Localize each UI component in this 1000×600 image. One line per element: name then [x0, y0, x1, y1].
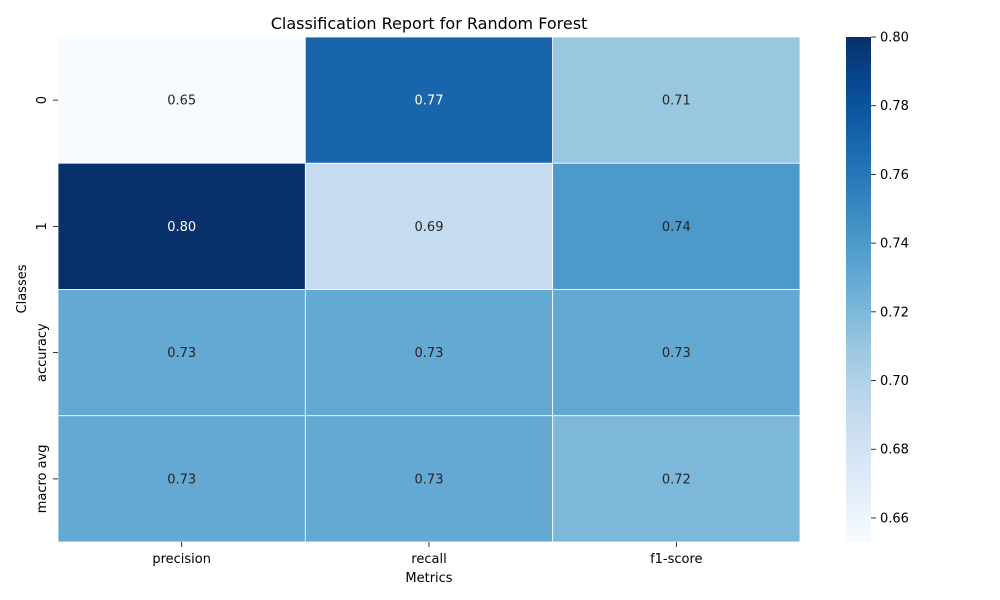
heatmap-cell	[552, 36, 801, 164]
cell-value-label: 0.73	[415, 346, 444, 361]
heatmap-cell	[304, 162, 554, 290]
y-tick-label: accuracy	[35, 323, 50, 382]
colorbar-gradient	[846, 37, 871, 542]
colorbar-tick-label: 0.66	[880, 511, 909, 526]
cell-value-label: 0.72	[662, 472, 691, 487]
heatmap-cell	[57, 289, 306, 417]
cell-value-label: 0.73	[167, 346, 196, 361]
heatmap-cell	[57, 415, 306, 543]
y-axis-label: Classes	[15, 264, 30, 313]
colorbar-tick-label: 0.74	[880, 237, 909, 252]
heatmap-cell	[552, 162, 801, 290]
y-tick-label: 1	[35, 222, 50, 230]
heatmap-cell	[57, 162, 306, 290]
x-tick-label: f1-score	[650, 552, 702, 567]
colorbar-tick-label: 0.80	[880, 31, 909, 46]
cell-value-label: 0.77	[415, 94, 444, 109]
y-tick-label: macro avg	[35, 444, 50, 513]
colorbar: 0.66 0.68 0.70 0.72 0.74 0.76 0.78 0.80	[846, 31, 909, 542]
cell-value-label: 0.73	[415, 472, 444, 487]
y-tick-label: 0	[35, 96, 50, 104]
heatmap-cell	[57, 36, 306, 164]
cell-value-label: 0.73	[167, 472, 196, 487]
colorbar-tick-label: 0.68	[880, 443, 909, 458]
cell-value-label: 0.74	[662, 220, 691, 235]
x-tick-label: recall	[411, 552, 446, 567]
cell-value-label: 0.73	[662, 346, 691, 361]
colorbar-ticks: 0.66 0.68 0.70 0.72 0.74 0.76 0.78 0.80	[871, 31, 909, 526]
colorbar-tick-label: 0.72	[880, 305, 909, 320]
x-tick-label: precision	[152, 552, 211, 567]
colorbar-tick-label: 0.76	[880, 168, 909, 183]
heatmap-cells: 0.65 0.77 0.71 0.80 0.69 0.74 0.73 0.73 0.73 0.73…	[57, 36, 801, 543]
cell-value-label: 0.69	[415, 220, 444, 235]
x-axis-ticks: precision recall f1-score	[152, 542, 703, 567]
heatmap-cell	[304, 36, 554, 164]
cell-value-label: 0.80	[167, 220, 196, 235]
cell-value-label: 0.71	[662, 94, 691, 109]
heatmap-cell	[552, 415, 801, 543]
y-axis-ticks: 0 1 accuracy macro avg	[35, 96, 58, 513]
chart-title: Classification Report for Random Forest	[271, 14, 588, 33]
x-axis-label: Metrics	[405, 571, 452, 586]
cell-value-label: 0.65	[167, 94, 196, 109]
heatmap-cell	[304, 289, 554, 417]
colorbar-tick-label: 0.70	[880, 374, 909, 389]
colorbar-tick-label: 0.78	[880, 99, 909, 114]
